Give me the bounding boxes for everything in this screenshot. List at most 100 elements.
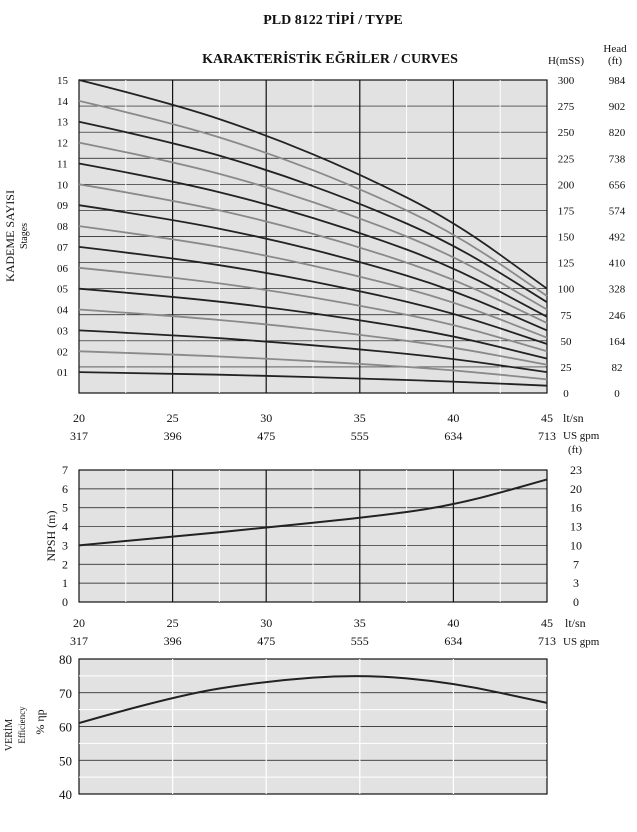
efficiency-curve <box>78 675 548 725</box>
head-mss-tick: 50 <box>561 336 573 348</box>
x-tick-gpm: 475 <box>257 634 275 648</box>
stage-label: 06 <box>57 263 69 275</box>
head-mss-tick: 225 <box>558 153 575 165</box>
head-ft-tick: 738 <box>609 153 626 165</box>
head-curves <box>78 79 548 387</box>
efficiency-labels: 40 50 60 70 80 <box>59 652 72 802</box>
x2-unit-lts: lt/sn <box>565 616 586 630</box>
head-curve-stage-01 <box>78 371 548 387</box>
x-axis-labels-top: 20 317 25 396 30 475 35 555 40 634 45 713 <box>70 411 556 443</box>
head-ft-tick: 410 <box>609 258 626 270</box>
head-ft-tick: 902 <box>609 101 626 113</box>
x-axis-labels-middle: 20 317 25 396 30 475 35 555 40 634 45 713 <box>70 616 556 648</box>
x-tick-gpm: 396 <box>164 429 182 443</box>
npsh-m-tick: 0 <box>62 595 68 609</box>
x-tick-gpm: 634 <box>444 634 462 648</box>
stages-axis-sublabel: Stages <box>19 223 30 249</box>
head-curve-stage-07 <box>78 246 548 345</box>
head-curve-stage-08 <box>78 225 548 339</box>
npsh-m-tick: 1 <box>62 576 68 590</box>
x-tick-lts: 45 <box>541 616 553 630</box>
x-tick-gpm: 555 <box>351 634 369 648</box>
head-ft-tick: 0 <box>614 388 620 400</box>
head-mss-tick: 150 <box>558 232 575 244</box>
npsh-ft-tick: 16 <box>570 501 582 515</box>
head-ft-tick: 820 <box>609 127 626 139</box>
head-ft-tick: 574 <box>609 205 626 217</box>
x-tick-lts: 25 <box>167 616 179 630</box>
npsh-axis-label: NPSH (m) <box>44 510 58 561</box>
head-curve-stage-15 <box>78 79 548 290</box>
efficiency-line <box>78 675 548 725</box>
x-tick-gpm: 555 <box>351 429 369 443</box>
head-curve-stage-10 <box>78 183 548 324</box>
head-ft-tick: 164 <box>609 336 626 348</box>
x1-unit-lts: lt/sn <box>563 411 584 425</box>
head-mss-labels: 0 25 50 75 100 125 150 175 200 225 250 275 300 <box>558 75 575 400</box>
efficiency-tick: 50 <box>59 753 72 768</box>
head-curve-stage-04 <box>78 308 548 366</box>
x-tick-lts: 30 <box>260 411 272 425</box>
npsh-ft-tick: 10 <box>570 538 582 552</box>
x1-unit-gpm: US gpm <box>563 430 600 442</box>
x-tick-lts: 25 <box>167 411 179 425</box>
head-ft-tick: 82 <box>612 362 623 374</box>
stage-label: 09 <box>57 200 69 212</box>
npsh-ft-labels: 0 3 7 10 13 16 20 23 <box>570 463 582 609</box>
npsh-grid <box>79 470 547 602</box>
head-ft-tick: 984 <box>609 75 626 87</box>
head-curve-stage-05 <box>78 287 548 360</box>
stage-label: 11 <box>57 158 68 170</box>
stage-label: 15 <box>57 75 69 87</box>
efficiency-tick: 40 <box>59 787 72 802</box>
npsh-m-tick: 3 <box>62 538 68 552</box>
x-tick-lts: 40 <box>447 411 459 425</box>
head-curve-stage-06 <box>78 266 548 353</box>
stage-label: 10 <box>57 179 69 191</box>
head-mss-tick: 175 <box>558 205 575 217</box>
x-tick-gpm: 317 <box>70 634 88 648</box>
head-mss-tick: 125 <box>558 258 575 270</box>
stage-label: 05 <box>57 284 69 296</box>
head-mss-tick: 75 <box>561 310 573 322</box>
head-curve-stage-14 <box>78 100 548 297</box>
stages-axis-label: KADEME SAYISI <box>3 190 17 282</box>
npsh-curve <box>78 478 548 547</box>
head-curve-stage-03 <box>78 329 548 373</box>
stage-label: 13 <box>57 117 69 129</box>
head-curve-stage-02 <box>78 350 548 381</box>
head-stage-labels: 01 02 03 04 05 06 07 08 09 10 11 12 13 14 15 <box>57 75 69 379</box>
stage-label: 02 <box>57 346 68 358</box>
x-tick-gpm: 713 <box>538 429 556 443</box>
npsh-m-labels: 0 1 2 3 4 5 6 7 <box>62 463 68 609</box>
npsh-ft-tick: 7 <box>573 557 579 571</box>
stage-label: 04 <box>57 305 69 317</box>
x-tick-lts: 35 <box>354 411 366 425</box>
x-tick-lts: 30 <box>260 616 272 630</box>
page-title: PLD 8122 TİPİ / TYPE <box>263 11 403 28</box>
x-tick-lts: 45 <box>541 411 553 425</box>
head-mss-tick: 200 <box>558 179 575 191</box>
efficiency-axis-label-3: % ηp <box>33 709 47 734</box>
head-ft-tick: 492 <box>609 232 626 244</box>
page-subtitle: KARAKTERİSTİK EĞRİLER / CURVES <box>202 50 458 67</box>
head-mss-tick: 100 <box>558 284 575 296</box>
x1-unit-ft: (ft) <box>568 444 582 456</box>
head-mss-tick: 275 <box>558 101 575 113</box>
npsh-line <box>78 478 548 547</box>
head-unit-head: Head <box>603 43 627 55</box>
npsh-m-tick: 7 <box>62 463 68 477</box>
efficiency-tick: 60 <box>59 720 72 735</box>
npsh-ft-tick: 20 <box>570 482 582 496</box>
head-ft-tick: 328 <box>609 284 626 296</box>
x-tick-gpm: 396 <box>164 634 182 648</box>
npsh-ft-tick: 13 <box>570 520 582 534</box>
stage-label: 03 <box>57 325 69 337</box>
head-curve-stage-13 <box>78 120 548 303</box>
efficiency-axis-label-2: Efficiency <box>17 706 27 744</box>
stage-label: 12 <box>57 138 68 150</box>
x-tick-lts: 40 <box>447 616 459 630</box>
x-tick-gpm: 634 <box>444 429 462 443</box>
head-mss-tick: 25 <box>561 362 573 374</box>
x-tick-lts: 20 <box>73 411 85 425</box>
